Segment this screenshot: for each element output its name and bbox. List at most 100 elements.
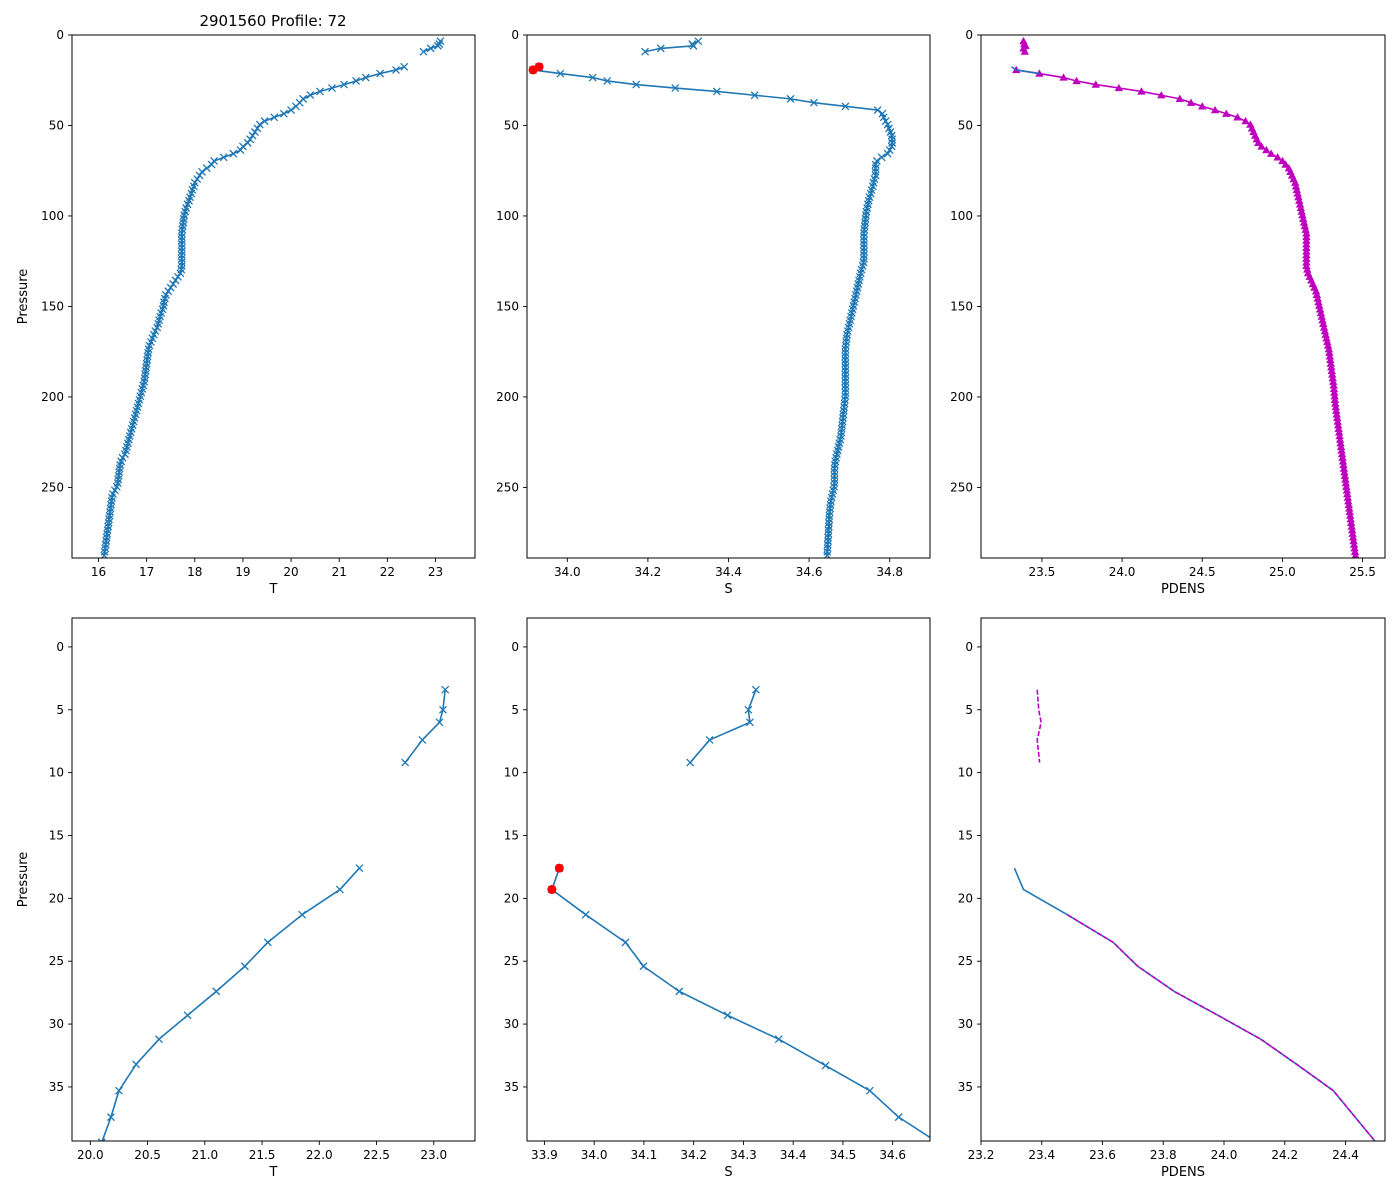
x-tick-label: 34.6 (796, 565, 823, 579)
data-point (1294, 192, 1303, 201)
data-point (1345, 507, 1354, 516)
data-point (1266, 149, 1276, 157)
x-tick-label: 23.0 (420, 1148, 447, 1162)
data-point (841, 381, 850, 390)
data-point (1330, 388, 1339, 396)
data-point (841, 388, 850, 397)
data-point (1281, 160, 1290, 168)
data-point (656, 44, 665, 53)
data-point (1314, 297, 1323, 306)
plot-area (100, 37, 445, 558)
data-point (841, 345, 850, 354)
y-tick-label: 30 (958, 1017, 973, 1031)
data-point (361, 73, 370, 82)
y-tick-label: 50 (958, 118, 973, 132)
data-point (1336, 442, 1346, 451)
x-tick-label: 24.2 (1271, 1148, 1298, 1162)
data-point (786, 94, 795, 103)
data-point (177, 229, 186, 238)
data-point (1343, 493, 1353, 501)
y-tick-label: 10 (958, 766, 973, 780)
axes-frame (71, 34, 476, 559)
data-point (400, 62, 409, 71)
data-point (712, 87, 721, 96)
data-point (859, 240, 868, 249)
data-point (888, 135, 897, 144)
axis-ticks: 16 17 18 19 20 21 22 23 0 50 100 150 200 250 (41, 28, 443, 579)
data-point (1293, 189, 1302, 197)
y-tick-label: 0 (965, 640, 973, 654)
data-point (887, 142, 896, 151)
data-point (260, 117, 269, 126)
y-tick-label: 250 (496, 480, 519, 494)
data-point (1291, 178, 1300, 186)
x-axis-label: T (269, 582, 278, 597)
data-point (1315, 301, 1324, 309)
data-point (774, 1035, 783, 1044)
x-tick-label: 33.9 (531, 1148, 558, 1162)
data-point (193, 175, 202, 184)
x-tick-label: 20.0 (77, 1148, 104, 1162)
data-point (1346, 511, 1355, 519)
x-tick-label: 34.2 (635, 565, 662, 579)
x-tick-label: 23.4 (1028, 1148, 1055, 1162)
data-point (1059, 73, 1068, 81)
data-point (1297, 207, 1306, 215)
data-point (1343, 489, 1352, 498)
y-axis-label: Pressure (16, 852, 31, 908)
data-point (279, 109, 288, 118)
data-point (1257, 142, 1266, 150)
data-point (841, 366, 850, 375)
x-tick-label: 34.1 (631, 1148, 658, 1162)
data-point (426, 44, 435, 53)
data-point (1340, 471, 1350, 479)
data-point (859, 236, 868, 245)
panel-top-left: 16 17 18 19 20 21 22 23 0 50 100 150 200 250 T Pressure (16, 28, 476, 597)
data-point (316, 87, 324, 96)
data-point (1333, 413, 1342, 422)
data-point (1292, 185, 1302, 194)
series-pdens (1012, 36, 1360, 558)
data-point (1337, 446, 1346, 454)
data-point (1198, 102, 1207, 110)
panel-bottom-left: 20.0 20.5 21.0 21.5 22.0 22.5 23.0 0 5 10 15 20 25 30… (16, 617, 476, 1180)
data-point (823, 547, 832, 556)
y-tick-label: 100 (950, 209, 973, 223)
data-point (1295, 200, 1305, 208)
data-point (1318, 316, 1327, 324)
data-point (1339, 464, 1349, 472)
data-point (841, 370, 850, 379)
data-point (641, 47, 650, 56)
data-point (1347, 525, 1357, 534)
x-tick-label: 34.0 (581, 1148, 608, 1162)
data-point (841, 348, 850, 357)
data-point (556, 69, 565, 78)
data-point (97, 1138, 106, 1141)
data-point (270, 113, 279, 122)
data-point (1157, 91, 1166, 99)
data-point (132, 1060, 141, 1069)
data-point (1335, 435, 1345, 443)
data-point (1175, 94, 1184, 103)
data-point (1316, 308, 1326, 317)
data-point (1349, 536, 1358, 545)
x-tick-label: 25.5 (1349, 565, 1376, 579)
data-point (1299, 214, 1308, 223)
panel-bottom-middle: 33.9 34.0 34.1 34.2 34.3 34.4 34.5 34.6 0 5 10 15 20… (504, 617, 931, 1180)
data-point (1303, 265, 1312, 273)
data-point (1302, 261, 1311, 270)
flagged-point (528, 65, 538, 75)
series-t (100, 37, 445, 558)
data-point (1312, 290, 1322, 299)
data-point (166, 283, 175, 292)
data-point (1319, 323, 1329, 331)
data-point (1072, 76, 1081, 85)
data-point (177, 247, 186, 256)
y-tick-label: 35 (958, 1080, 973, 1094)
x-tick-label: 23.2 (968, 1148, 995, 1162)
data-point (830, 475, 839, 484)
x-tick-label: 21 (332, 565, 347, 579)
data-point (419, 47, 428, 56)
